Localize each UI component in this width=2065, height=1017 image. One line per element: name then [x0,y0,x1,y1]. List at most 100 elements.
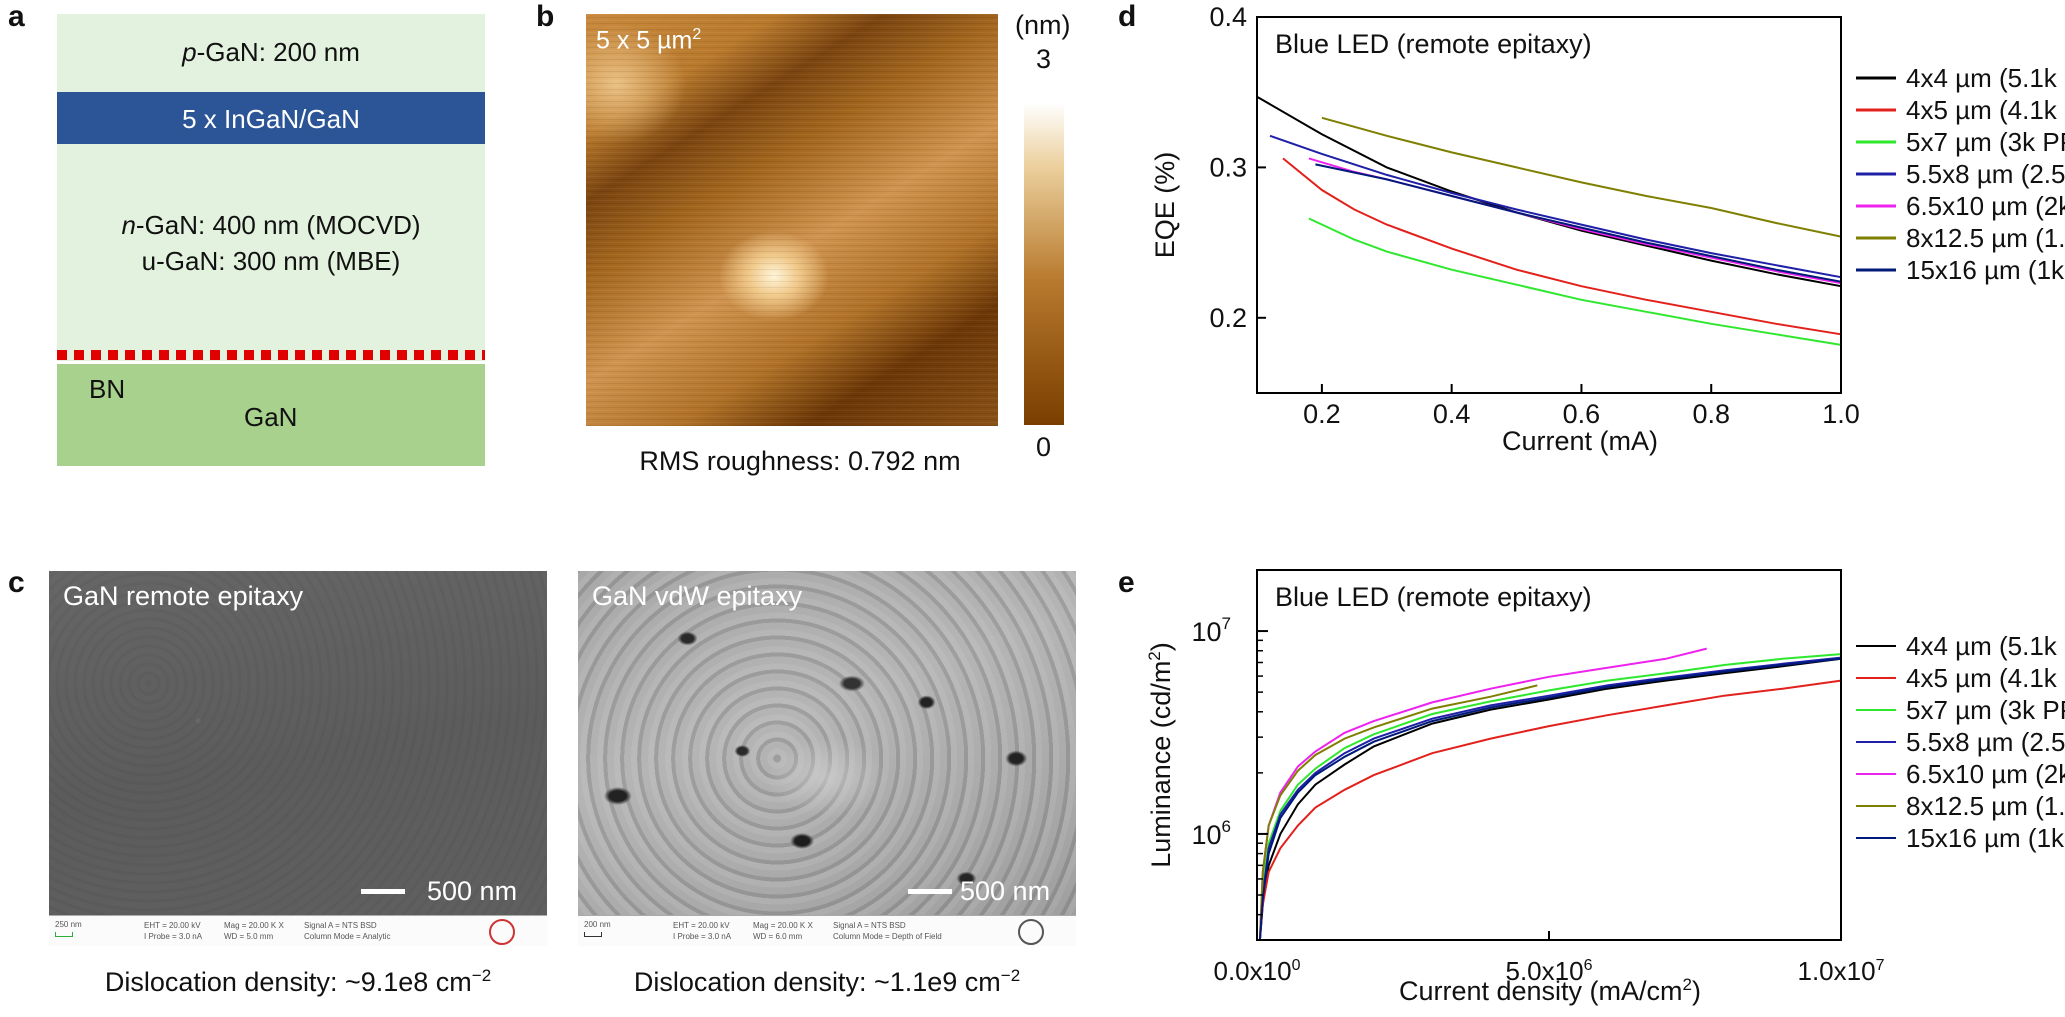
eqe-legend-label: 15x16 µm (1k PPI) [1906,255,2065,285]
sem-vdw-scale-label: 500 nm [960,876,1051,906]
eqe-y-tick-label: 0.2 [1209,303,1247,333]
eqe-series-line [1269,134,1842,279]
luminance-tick-group: 0.0x100 5.0x106 1.0x107 106 107 [1191,614,1884,986]
luminance-series-group [1258,647,1842,941]
colorbar-unit: (nm) [1015,10,1071,40]
eqe-x-tick-label: 0.6 [1563,399,1601,429]
bn-interlayer-dashes [57,350,485,360]
luminance-plot-title: Blue LED (remote epitaxy) [1275,582,1592,612]
sem-vdw-info-text: Signal A = NTS BSD [833,921,906,930]
eqe-y-tick-label: 0.4 [1209,2,1247,32]
luminance-series-line [1258,684,1538,941]
institution-logo-icon [1018,919,1044,945]
sem-vdw-caption-sup: −2 [1000,966,1021,985]
eqe-x-axis-label: Current (mA) [1502,426,1658,456]
eqe-legend-label: 5.5x8 µm (2.5k PPI) [1906,159,2065,189]
luminance-series-line [1258,653,1842,941]
bn-label: BN [89,374,126,404]
luminance-legend-label: 8x12.5 µm (1.5k PPI) [1906,791,2065,821]
eqe-legend-label: 4x5 µm (4.1k PPI) [1906,95,2065,125]
sem-remote-title: GaN remote epitaxy [63,581,304,611]
luminance-legend-label: 4x5 µm (4.1k PPI) [1906,663,2065,693]
luminance-chart: 0.0x100 5.0x106 1.0x107 106 107 Blue LED (re… [1145,569,2065,1006]
eqe-tick-group: 0.2 0.4 0.6 0.8 1.0 0.2 0.3 0.4 [1209,2,1859,429]
svg-text:Current density (mA/cm2): Current density (mA/cm2) [1399,975,1701,1006]
mqw-label: 5 x InGaN/GaN [182,104,360,134]
afm-image: 5 x 5 µm2 [586,14,998,426]
sem-vdw-caption: Dislocation density: ~1.1e9 cm [633,967,1001,997]
sem-remote-caption: Dislocation density: ~9.1e8 cm [104,967,472,997]
n-gan-label: -GaN: 400 nm (MOCVD) [135,210,421,240]
luminance-y-tick-label: 106 [1191,817,1231,850]
sem-remote-info-bar: 250 nm EHT = 20.00 kV I Probe = 3.0 nA M… [49,915,547,946]
sem-remote-info-text: Signal A = NTS BSD [304,921,377,930]
eqe-series-line [1308,157,1842,285]
sem-vdw-info-bar: 200 nm EHT = 20.00 kV I Probe = 3.0 nA M… [578,915,1076,946]
sem-remote-info-text: Column Mode = Analytic [304,932,391,941]
layer-n-gan: n-GaN: 400 nm (MOCVD) u-GaN: 300 nm (MBE… [57,144,485,344]
luminance-x-axis-label: Current density (mA/cm [1399,976,1683,1006]
sem-vdw-mini-bar [584,932,602,937]
sem-vdw-info-scale: 200 nm [584,920,611,929]
colorbar-max: 3 [1036,44,1052,74]
luminance-y-axis-label-sup: 2 [1145,651,1164,660]
panel-d-label: d [1118,0,1137,33]
panel-a-label: a [8,0,25,33]
eqe-chart: 0.2 0.4 0.6 0.8 1.0 0.2 0.3 0.4 Blue LED (remot… [1150,2,2065,456]
afm-scan-size-sup: 2 [692,26,702,43]
sem-vdw-info-text: Column Mode = Depth of Field [833,932,942,941]
luminance-series-line [1258,679,1842,941]
luminance-x-axis-label-end: ) [1692,976,1701,1006]
eqe-series-line [1282,157,1842,336]
panel-b-label: b [536,0,555,33]
sem-image-remote: GaN remote epitaxy 500 nm 250 nm EHT = 2… [49,571,547,946]
eqe-series-line [1315,163,1842,283]
eqe-legend-label: 5x7 µm (3k PPI) [1906,127,2065,157]
sem-remote-info-text: I Probe = 3.0 nA [144,932,203,941]
sem-vdw-info-text: EHT = 20.00 kV [673,921,730,930]
eqe-x-tick-label: 0.2 [1303,399,1341,429]
sem-remote-mini-bar [55,932,73,937]
afm-colorbar [1024,103,1064,425]
sem-remote-scale-label: 500 nm [427,876,518,906]
sem-remote-info-text: Mag = 20.00 K X [224,921,284,930]
sem-remote-info-scale: 250 nm [55,920,82,929]
sem-vdw-scalebar [908,889,952,894]
eqe-y-tick-label: 0.3 [1209,152,1247,182]
luminance-x-tick-label: 0.0x100 [1214,956,1301,986]
panel-e-label: e [1118,566,1135,599]
eqe-series-line [1308,217,1842,346]
eqe-plot-frame [1256,16,1842,394]
eqe-legend-label: 8x12.5 µm (1.5k PPI) [1906,223,2065,253]
eqe-series-line [1321,116,1842,238]
sem-remote-info-text: WD = 5.0 mm [224,932,274,941]
layer-stack-diagram: p-GaN: 200 nm 5 x InGaN/GaN n-GaN: 400 n… [57,14,485,466]
sem-vdw-info-text: Mag = 20.00 K X [753,921,813,930]
eqe-series-group [1256,95,1842,346]
p-gan-label: -GaN: 200 nm [196,37,360,67]
sem-remote-info-text: EHT = 20.00 kV [144,921,201,930]
luminance-y-tick-label: 107 [1191,614,1231,647]
luminance-plot-frame [1256,569,1842,941]
luminance-y-axis-label-end: ) [1146,642,1176,651]
eqe-x-tick-label: 0.4 [1433,399,1471,429]
luminance-series-line [1258,657,1842,941]
colorbar-min: 0 [1036,432,1052,462]
n-gan-prefix: n [121,210,136,240]
luminance-x-tick-label: 5.0x106 [1506,956,1593,986]
luminance-legend-label: 15x16 µm (1k PPI) [1906,823,2065,853]
sem-remote-scalebar [361,889,405,894]
luminance-series-line [1258,657,1842,941]
u-gan-label: u-GaN: 300 nm (MBE) [141,246,401,276]
luminance-legend: 4x4 µm (5.1k PPI)4x5 µm (4.1k PPI)5x7 µm… [1856,631,2065,853]
luminance-series-line [1258,647,1707,941]
gan-label: GaN [244,402,298,432]
afm-caption: RMS roughness: 0.792 nm [639,446,961,476]
svg-text:Luminance (cd/m2): Luminance (cd/m2) [1145,642,1176,868]
layer-mqw: 5 x InGaN/GaN [57,92,485,144]
luminance-legend-label: 5x7 µm (3k PPI) [1906,695,2065,725]
layer-p-gan: p-GaN: 200 nm [57,14,485,92]
luminance-legend-label: 5.5x8 µm (2.5k PPI) [1906,727,2065,757]
institution-logo-icon [489,919,515,945]
luminance-x-axis-label-sup: 2 [1683,975,1692,994]
